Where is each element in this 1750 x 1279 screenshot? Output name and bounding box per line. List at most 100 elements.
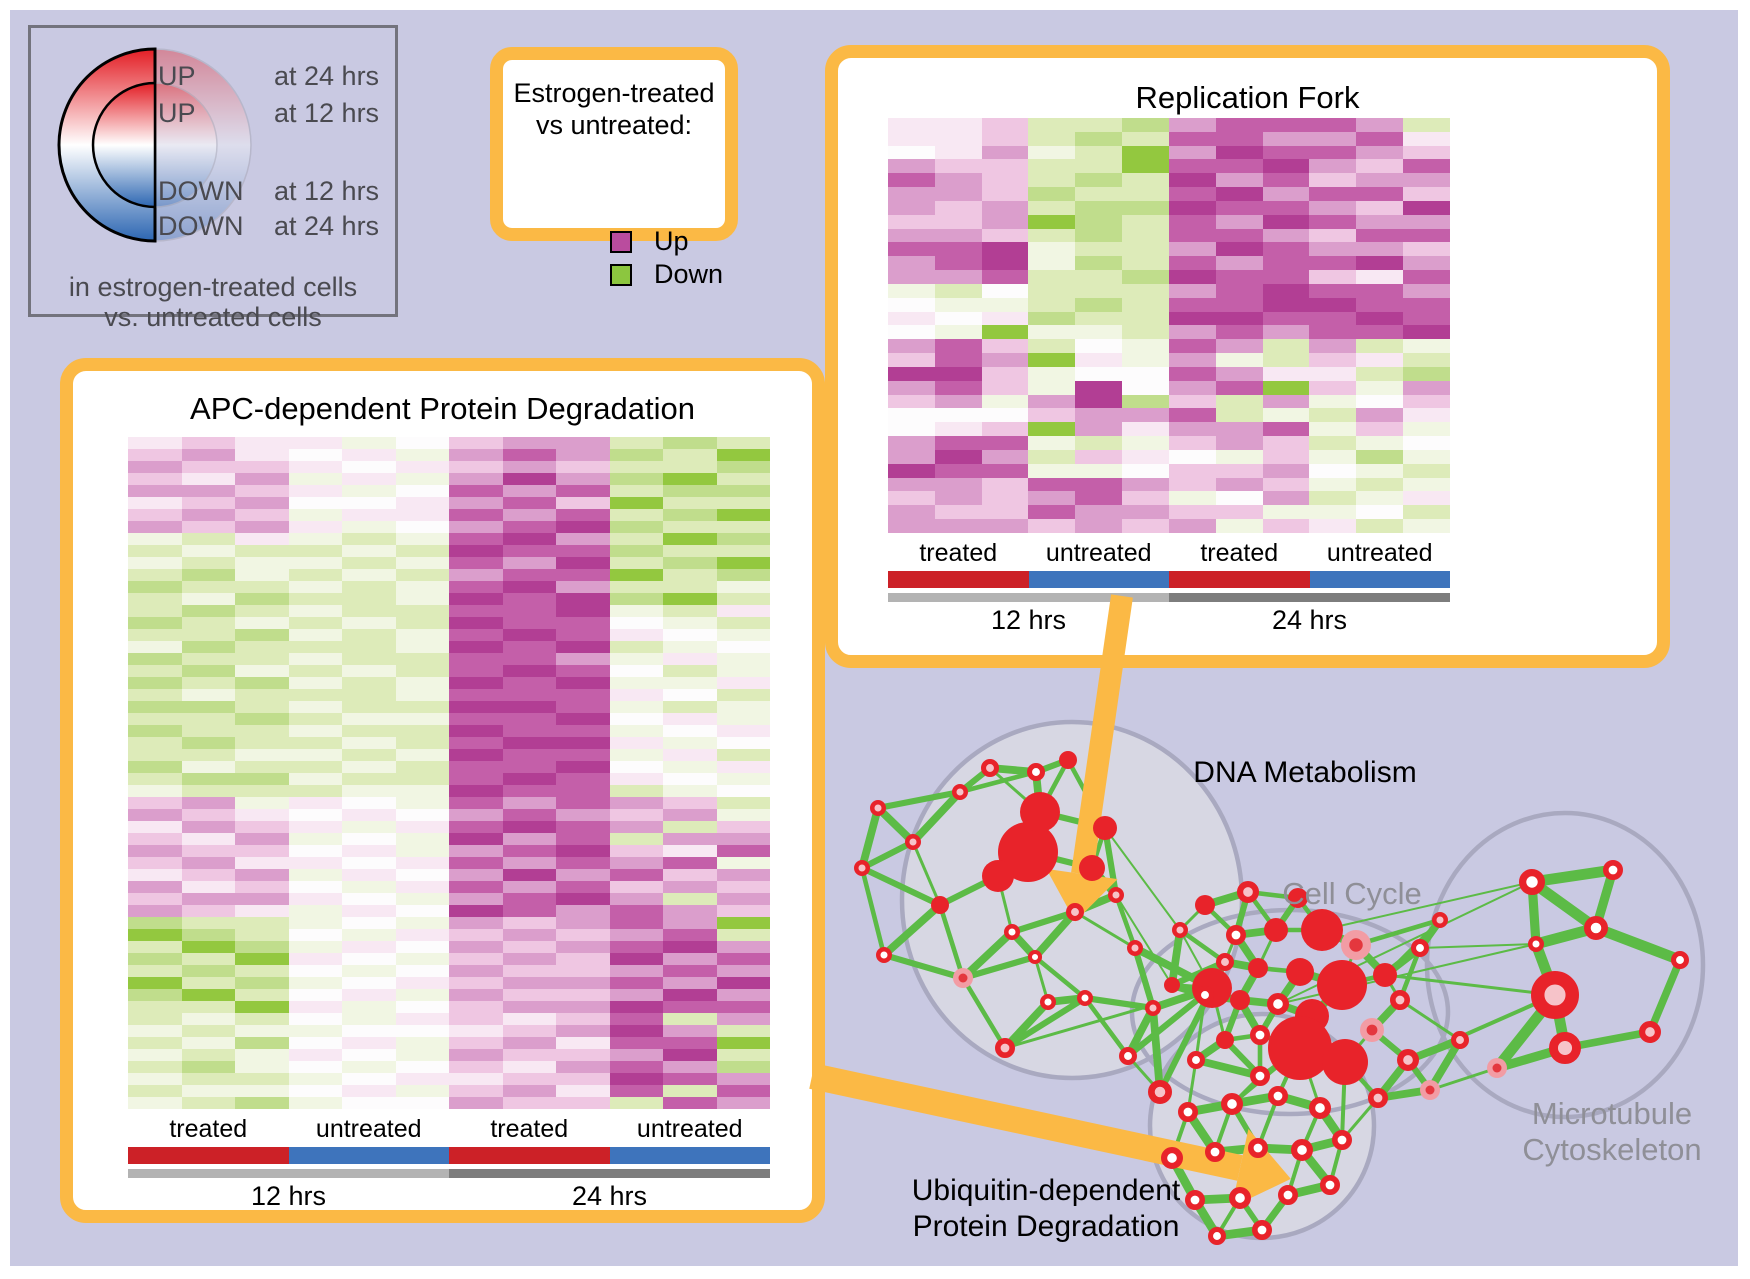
heatmap-cell: [342, 1073, 396, 1085]
heatmap-cell: [128, 557, 182, 569]
heatmap-cell: [235, 905, 289, 917]
heatmap-cell: [609, 869, 663, 881]
network-node: [1320, 1175, 1341, 1196]
heatmap-cell: [342, 557, 396, 569]
heatmap-cell: [502, 665, 556, 677]
heatmap-cell: [181, 893, 235, 905]
heatmap-cell: [1356, 491, 1404, 506]
heatmap-cell: [1168, 408, 1216, 423]
heatmap-cell: [1262, 145, 1310, 160]
network-node: [1027, 949, 1043, 965]
heatmap-cell: [1403, 311, 1450, 326]
heatmap-cell: [1403, 173, 1450, 188]
heatmap-cell: [1215, 256, 1263, 271]
heatmap-cell: [502, 917, 556, 929]
network-edge: [1646, 956, 1684, 1036]
heatmap-cell: [395, 869, 449, 881]
heatmap-cell: [609, 701, 663, 713]
heatmap-cell: [502, 737, 556, 749]
cluster-label: Ubiquitin-dependent: [912, 1174, 1181, 1207]
heatmap-cell: [1356, 394, 1404, 409]
heatmap-cell: [181, 857, 235, 869]
heatmap-cell: [395, 545, 449, 557]
heatmap-cell: [1168, 366, 1216, 381]
heatmap-cell: [556, 605, 610, 617]
heatmap-cell: [1075, 242, 1123, 257]
estrogen-legend-title-line2: vs untreated:: [535, 110, 693, 140]
heatmap-cell: [609, 893, 663, 905]
heatmap-cell: [716, 449, 770, 461]
heatmap-cell: [1122, 173, 1169, 188]
heatmap-cell: [395, 665, 449, 677]
heatmap-cell: [609, 641, 663, 653]
network-node: [1020, 792, 1060, 832]
time-bar-segment: [449, 1169, 770, 1178]
heatmap-cell: [1356, 366, 1404, 381]
heatmap-cell: [609, 749, 663, 761]
callout-arrow-shaft: [1071, 594, 1133, 876]
heatmap-cell: [235, 785, 289, 797]
heatmap-cell: [502, 569, 556, 581]
heatmap-row: [888, 505, 1450, 520]
heatmap-row: [128, 1001, 770, 1013]
heatmap-cell: [1215, 311, 1263, 326]
heatmap-cell: [1122, 242, 1169, 257]
heatmap-cell: [1168, 131, 1216, 146]
heatmap-cell: [1075, 491, 1123, 506]
heatmap-cell: [288, 581, 342, 593]
heatmap-cell: [395, 857, 449, 869]
heatmap-cell: [716, 701, 770, 713]
heatmap-cell: [556, 449, 610, 461]
heatmap-cell: [716, 761, 770, 773]
heatmap-cell: [1356, 325, 1404, 340]
heatmap-cell: [288, 1013, 342, 1025]
heatmap-cell: [395, 569, 449, 581]
heatmap-cell: [663, 1073, 717, 1085]
heatmap-cell: [342, 977, 396, 989]
heatmap-cell: [288, 1037, 342, 1049]
heatmap-cell: [716, 893, 770, 905]
heatmap-cell: [1215, 131, 1263, 146]
heatmap-cell: [395, 629, 449, 641]
heatmap-cell: [663, 1061, 717, 1073]
heatmap-cell: [556, 437, 610, 449]
heatmap-cell: [502, 893, 556, 905]
network-node: [1373, 963, 1397, 987]
heatmap-row: [888, 173, 1450, 188]
heatmap-cell: [1262, 463, 1310, 478]
heatmap-cell: [181, 689, 235, 701]
heatmap-cell: [609, 1049, 663, 1061]
heatmap-cell: [1028, 118, 1076, 132]
heatmap-cell: [1309, 339, 1357, 354]
heatmap-cell: [235, 1073, 289, 1085]
heatmap-cell: [888, 449, 935, 464]
heatmap-cell: [1309, 366, 1357, 381]
heatmap-cell: [609, 533, 663, 545]
network-edge: [1115, 894, 1173, 986]
heatmap-cell: [1356, 422, 1404, 437]
heatmap-cell: [342, 653, 396, 665]
heatmap-cell: [235, 569, 289, 581]
heatmap-cell: [716, 881, 770, 893]
heatmap-cell: [1028, 283, 1076, 298]
heatmap-cell: [181, 509, 235, 521]
heatmap-cell: [235, 773, 289, 785]
heatmap-cell: [716, 965, 770, 977]
heatmap-row: [128, 1013, 770, 1025]
heatmap-cell: [934, 256, 982, 271]
heatmap-cell: [1028, 228, 1076, 243]
heatmap-cell: [1403, 297, 1450, 312]
heatmap-cell: [1309, 200, 1357, 215]
heatmap-cell: [1028, 394, 1076, 409]
heatmap-cell: [395, 893, 449, 905]
heatmap-cell: [395, 905, 449, 917]
heatmap-cell: [395, 749, 449, 761]
heatmap-row: [888, 118, 1450, 132]
heatmap-cell: [128, 629, 182, 641]
heatmap-cell: [609, 449, 663, 461]
heatmap-cell: [128, 761, 182, 773]
network-node: [1396, 1048, 1419, 1071]
heatmap-cell: [502, 977, 556, 989]
heatmap-cell: [1168, 463, 1216, 478]
heatmap-cell: [1168, 505, 1216, 520]
